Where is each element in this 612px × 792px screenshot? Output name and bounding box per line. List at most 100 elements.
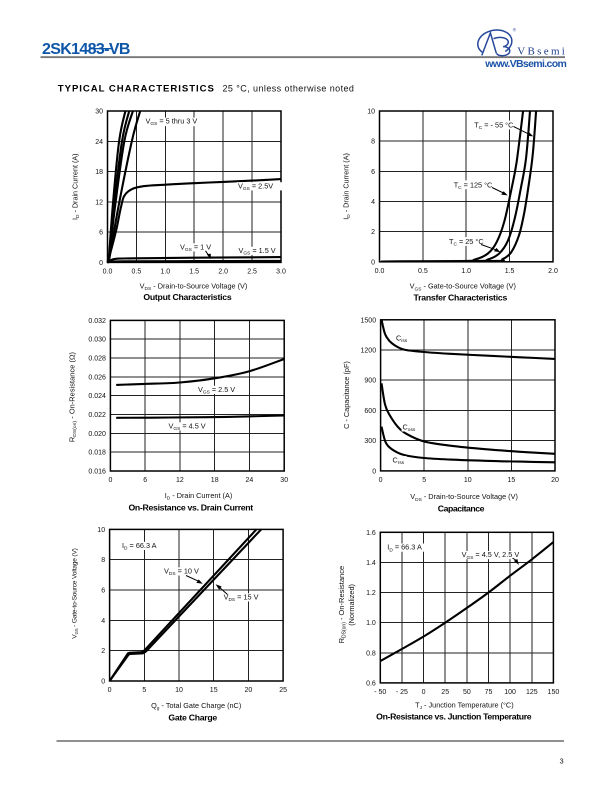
svg-text:0.026: 0.026 — [88, 374, 106, 381]
svg-text:RDS(on) - On-Resistance (Ω): RDS(on) - On-Resistance (Ω) — [68, 352, 79, 442]
svg-text:VGS - Gate-to-Source Voltage (: VGS - Gate-to-Source Voltage (V) — [72, 548, 80, 638]
svg-text:3.0: 3.0 — [276, 269, 286, 276]
svg-text:ID - Drain Current (A): ID - Drain Current (A) — [165, 491, 233, 502]
svg-text:2.0: 2.0 — [218, 269, 228, 276]
svg-text:150: 150 — [548, 689, 560, 696]
svg-text:VGS = 5 thru 3 V: VGS = 5 thru 3 V — [146, 116, 198, 127]
svg-text:10: 10 — [175, 687, 183, 694]
svg-text:50: 50 — [463, 689, 471, 696]
svg-text:ID - Drain Current (A): ID - Drain Current (A) — [342, 153, 353, 220]
svg-text:0.028: 0.028 — [88, 356, 106, 363]
svg-text:10: 10 — [367, 109, 375, 116]
svg-text:0.024: 0.024 — [88, 393, 106, 400]
svg-text:25 °C, unless otherwise noted: 25 °C, unless otherwise noted — [223, 84, 355, 94]
svg-text:1500: 1500 — [361, 317, 377, 324]
svg-text:VDS - Drain-to-Source Voltage: VDS - Drain-to-Source Voltage (V) — [410, 492, 518, 503]
svg-text:5: 5 — [142, 687, 146, 694]
svg-text:6: 6 — [101, 588, 105, 595]
svg-text:0.020: 0.020 — [88, 431, 106, 438]
svg-text:30: 30 — [95, 109, 103, 116]
svg-text:12: 12 — [95, 199, 103, 206]
svg-text:24: 24 — [95, 139, 103, 146]
svg-text:Output Characteristics: Output Characteristics — [143, 292, 232, 302]
svg-text:24: 24 — [246, 477, 254, 484]
svg-text:RDS(on) - On-Resistance: RDS(on) - On-Resistance — [337, 566, 348, 644]
svg-text:VBsemi: VBsemi — [517, 46, 567, 58]
svg-text:4: 4 — [101, 618, 105, 625]
svg-text:0.0: 0.0 — [375, 268, 385, 275]
svg-text:Ciss: Ciss — [396, 334, 408, 345]
svg-text:0.016: 0.016 — [88, 469, 106, 476]
svg-text:1.5: 1.5 — [189, 269, 199, 276]
svg-text:0: 0 — [108, 477, 112, 484]
svg-text:18: 18 — [95, 169, 103, 176]
svg-text:8: 8 — [371, 139, 375, 146]
svg-text:On-Resistance vs. Drain Curren: On-Resistance vs. Drain Current — [128, 502, 253, 512]
svg-text:0.0: 0.0 — [103, 269, 113, 276]
svg-text:®: ® — [513, 27, 517, 33]
svg-text:ID = 66.3 A: ID = 66.3 A — [122, 541, 157, 552]
svg-text:20: 20 — [551, 477, 559, 484]
svg-text:VGS = 2.5V: VGS = 2.5V — [238, 182, 273, 193]
svg-text:TYPICAL CHARACTERISTICS: TYPICAL CHARACTERISTICS — [58, 84, 215, 95]
svg-text:0: 0 — [379, 477, 383, 484]
svg-text:0: 0 — [101, 679, 105, 686]
svg-text:30: 30 — [280, 477, 288, 484]
svg-text:0.5: 0.5 — [418, 268, 428, 275]
svg-text:3: 3 — [560, 757, 564, 766]
svg-text:1.5: 1.5 — [505, 268, 515, 275]
svg-text:25: 25 — [279, 687, 287, 694]
svg-text:TC = 125 °C: TC = 125 °C — [454, 180, 493, 191]
svg-text:VGS = 4.5 V: VGS = 4.5 V — [169, 422, 206, 433]
svg-text:VDS = 15 V: VDS = 15 V — [224, 593, 259, 604]
svg-text:0: 0 — [99, 260, 103, 267]
svg-text:2SK1483-VB: 2SK1483-VB — [42, 41, 130, 58]
svg-text:TC = 25 °C: TC = 25 °C — [449, 237, 484, 248]
svg-text:0.032: 0.032 — [88, 318, 106, 325]
svg-text:600: 600 — [364, 408, 376, 415]
svg-text:VDS = 10 V: VDS = 10 V — [164, 567, 199, 578]
svg-text:1.0: 1.0 — [461, 268, 471, 275]
svg-text:6: 6 — [143, 477, 147, 484]
svg-text:1.0: 1.0 — [366, 620, 376, 627]
svg-text:(Normalized): (Normalized) — [347, 584, 356, 626]
svg-text:0: 0 — [371, 259, 375, 266]
svg-text:1.4: 1.4 — [366, 560, 376, 567]
svg-text:0.030: 0.030 — [88, 337, 106, 344]
svg-text:12: 12 — [176, 477, 184, 484]
svg-text:Gate Charge: Gate Charge — [168, 713, 217, 723]
svg-text:10: 10 — [464, 477, 472, 484]
svg-text:2.5: 2.5 — [247, 269, 257, 276]
svg-text:18: 18 — [211, 477, 219, 484]
svg-text:6: 6 — [99, 230, 103, 237]
svg-text:2: 2 — [101, 648, 105, 655]
svg-text:4: 4 — [371, 199, 375, 206]
svg-text:0.5: 0.5 — [132, 269, 142, 276]
svg-text:VGS = 2.5 V: VGS = 2.5 V — [198, 385, 235, 396]
svg-text:Qg - Total Gate Charge (nC): Qg - Total Gate Charge (nC) — [151, 701, 241, 712]
svg-text:0.018: 0.018 — [88, 450, 106, 457]
svg-text:20: 20 — [245, 687, 253, 694]
svg-text:0.022: 0.022 — [88, 412, 106, 419]
svg-text:1200: 1200 — [361, 348, 377, 355]
svg-text:VGS = 1.5 V: VGS = 1.5 V — [239, 246, 276, 257]
svg-text:Coss: Coss — [403, 423, 416, 434]
svg-text:TJ - Junction Temperature (°C): TJ - Junction Temperature (°C) — [415, 701, 513, 712]
svg-text:Transfer Characteristics: Transfer Characteristics — [414, 292, 508, 302]
svg-text:10: 10 — [97, 527, 105, 534]
svg-text:VGS = 1 V: VGS = 1 V — [180, 243, 211, 254]
svg-text:0.6: 0.6 — [366, 680, 376, 687]
svg-text:15: 15 — [508, 477, 516, 484]
svg-text:ID = 66.3 A: ID = 66.3 A — [387, 543, 422, 554]
svg-text:VGS = 4.5 V, 2.5 V: VGS = 4.5 V, 2.5 V — [462, 550, 520, 561]
svg-text:125: 125 — [526, 689, 538, 696]
svg-text:5: 5 — [422, 477, 426, 484]
svg-text:C - Capacitance (pF): C - Capacitance (pF) — [342, 361, 351, 429]
svg-text:1.0: 1.0 — [160, 269, 170, 276]
svg-text:Crss: Crss — [393, 455, 405, 466]
svg-text:ID - Drain Current (A): ID - Drain Current (A) — [71, 153, 82, 220]
svg-text:6: 6 — [371, 169, 375, 176]
svg-text:0: 0 — [422, 689, 426, 696]
svg-text:2: 2 — [371, 229, 375, 236]
svg-text:VDS - Drain-to-Source Voltage: VDS - Drain-to-Source Voltage (V) — [140, 281, 248, 292]
